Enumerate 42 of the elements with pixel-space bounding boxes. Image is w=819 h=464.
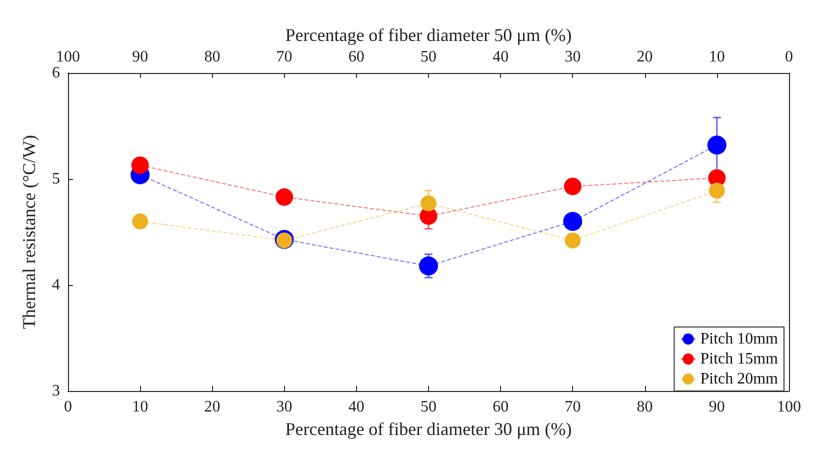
x-tick-label: 0 [64,398,72,416]
x2-tick-label: 10 [708,48,725,66]
y-tick-label: 4 [52,276,60,294]
x2-tick-label: 80 [204,48,220,66]
y-tick-label: 6 [52,64,60,82]
x-tick-label: 10 [132,398,148,416]
x-tick-label: 70 [564,398,581,416]
x-tick-label: 90 [708,398,725,416]
x-tick-label: 60 [492,398,509,416]
x2-tick-label: 90 [132,48,148,66]
point [563,212,582,231]
x2-axis-title: Percentage of fiber diameter 50 μm (%) [285,25,572,46]
point [707,136,726,155]
x2-tick-label: 70 [276,48,292,66]
x-tick-label: 100 [777,398,801,416]
x-tick-label: 20 [204,398,220,416]
point [419,256,438,276]
point [276,188,294,206]
point [564,232,581,248]
x2-tick-label: 100 [56,48,80,66]
x2-tick-label: 60 [348,48,364,66]
point [420,195,436,212]
x2-tick-label: 50 [420,48,436,66]
legend-label: Pitch 20mm [700,370,779,388]
point [708,182,725,199]
x-tick-label: 40 [348,398,364,416]
legend-label: Pitch 10mm [700,330,779,348]
y-tick-label: 5 [52,170,60,188]
y-tick-label: 3 [52,382,60,400]
y-axis-title: Thermal resistance (°C/W) [19,134,39,330]
point [564,178,582,196]
x2-tick-label: 30 [564,48,581,66]
x2-tick-label: 0 [785,48,793,66]
x-tick-label: 30 [276,398,292,416]
x-tick-label: 80 [636,398,653,416]
point [132,213,148,230]
point [131,156,149,174]
x-axis-title: Percentage of fiber diameter 30 μm (%) [285,418,572,439]
x2-tick-label: 20 [636,48,653,66]
x2-tick-label: 40 [492,48,509,66]
legend-label: Pitch 15mm [700,350,779,368]
x-tick-label: 50 [420,398,436,416]
